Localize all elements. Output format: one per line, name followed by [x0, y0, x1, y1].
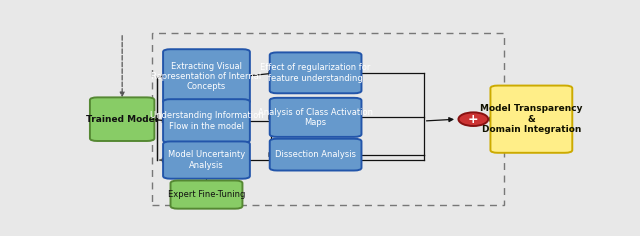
Text: Model Uncertainty
Analysis: Model Uncertainty Analysis [168, 150, 245, 170]
FancyBboxPatch shape [163, 99, 250, 143]
FancyBboxPatch shape [170, 181, 243, 209]
Bar [152, 33, 504, 206]
Text: Expert Fine-Tuning: Expert Fine-Tuning [168, 190, 245, 199]
FancyBboxPatch shape [163, 141, 250, 179]
FancyBboxPatch shape [490, 86, 572, 153]
Text: Analysis of Class Activation
Maps: Analysis of Class Activation Maps [258, 108, 373, 127]
Text: +: + [468, 113, 479, 126]
Text: Effect of regularization for
feature understanding: Effect of regularization for feature und… [260, 63, 371, 83]
FancyBboxPatch shape [90, 97, 154, 141]
FancyBboxPatch shape [269, 52, 362, 93]
Text: Trained Model: Trained Model [86, 115, 158, 124]
Text: Model Transparency
&
Domain Integration: Model Transparency & Domain Integration [480, 104, 582, 134]
Ellipse shape [458, 112, 488, 126]
Text: Dissection Analysis: Dissection Analysis [275, 150, 356, 159]
Text: Extracting Visual
Representation of Internal
Concepts: Extracting Visual Representation of Inte… [151, 62, 262, 91]
FancyBboxPatch shape [269, 139, 362, 171]
Text: Understanding Information
Flow in the model: Understanding Information Flow in the mo… [150, 111, 263, 131]
FancyBboxPatch shape [163, 49, 250, 104]
FancyBboxPatch shape [269, 98, 362, 137]
